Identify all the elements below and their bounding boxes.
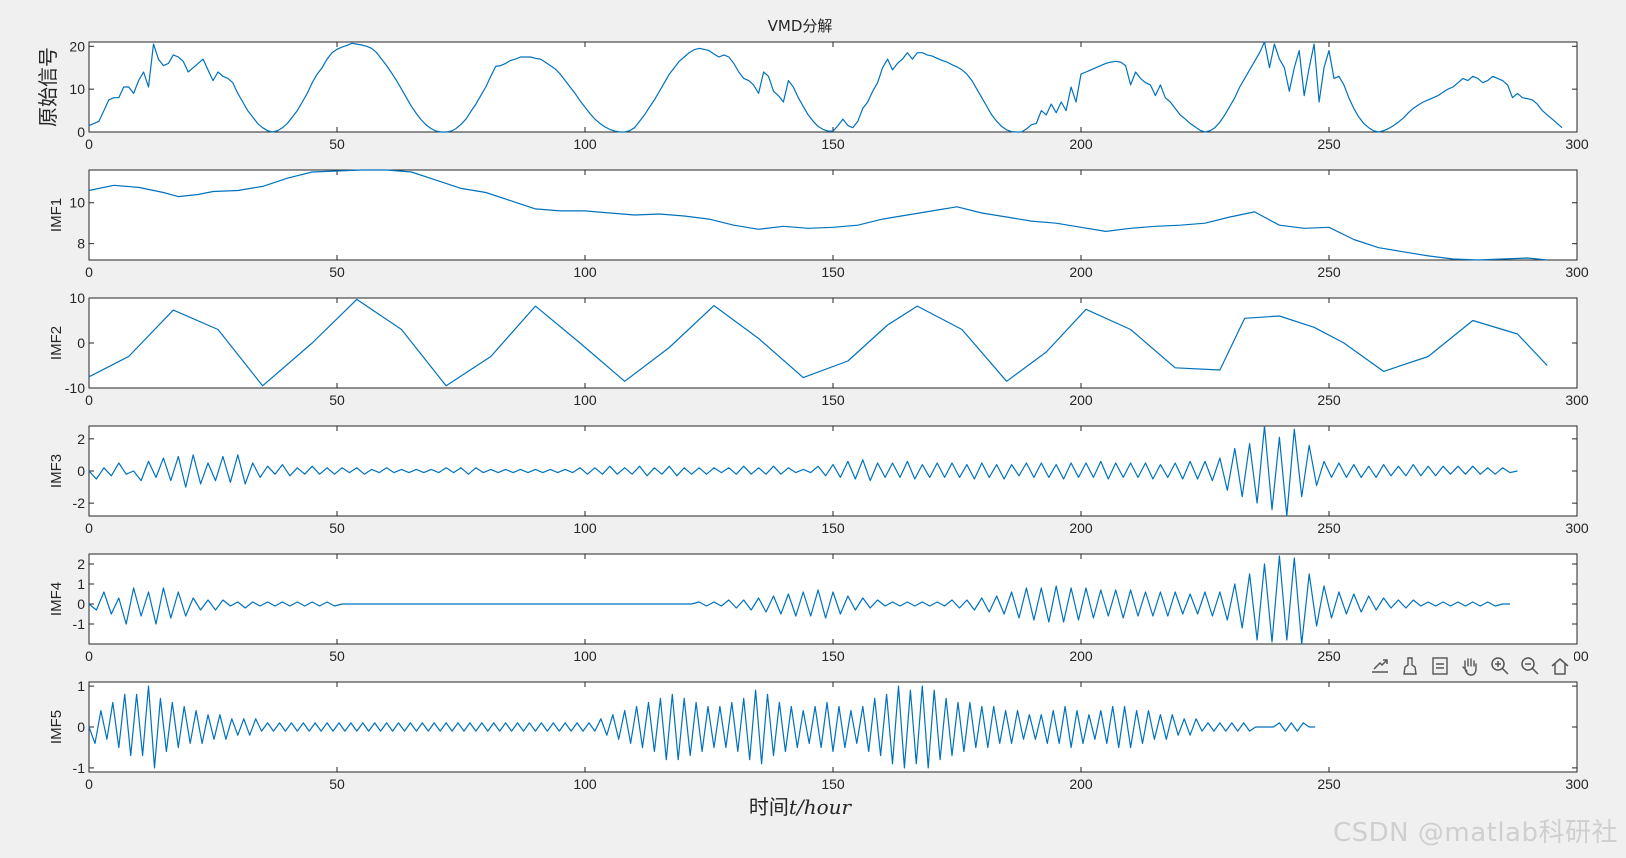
x-tick-label: 250 <box>1317 264 1341 280</box>
y-tick-label: 2 <box>77 431 85 447</box>
x-tick-label: 0 <box>85 264 93 280</box>
x-tick-label: 50 <box>329 520 345 536</box>
x-tick-label: 300 <box>1565 776 1589 792</box>
y-tick-label: 2 <box>77 556 85 572</box>
x-tick-label: 50 <box>329 392 345 408</box>
series-line-5 <box>88 555 1510 645</box>
x-tick-label: 200 <box>1069 392 1093 408</box>
plot-area-6 <box>88 681 1578 773</box>
y-tick-label: 0 <box>77 124 85 140</box>
subplot-1: 0 50 100 150 200 250 300 0 10 20 原始信号 <box>36 38 1589 152</box>
x-tick-label: 100 <box>573 264 597 280</box>
zoom-in-icon[interactable] <box>1486 652 1514 680</box>
series-line-2 <box>88 169 1548 261</box>
x-tick-label: 200 <box>1069 648 1093 664</box>
y-tick-label: 0 <box>77 335 85 351</box>
x-tick-label: 200 <box>1069 520 1093 536</box>
home-icon[interactable] <box>1546 652 1574 680</box>
y-tick-label: -1 <box>73 616 86 632</box>
series-line-1 <box>88 41 1563 133</box>
series-line-4 <box>88 425 1518 517</box>
x-tick-label: 250 <box>1317 520 1341 536</box>
y-tick-label: 1 <box>77 678 85 694</box>
y-axis-label: IMF3 <box>48 454 65 488</box>
figure-title: VMD分解 <box>768 17 833 35</box>
x-tick-label: 150 <box>821 392 845 408</box>
plot-area-1 <box>88 41 1578 133</box>
y-tick-label: 20 <box>69 38 85 54</box>
axes-toolbar <box>1366 651 1574 681</box>
x-tick-label: 150 <box>821 264 845 280</box>
y-tick-label: 0 <box>77 719 85 735</box>
x-tick-label: 300 <box>1565 136 1589 152</box>
x-tick-label: 200 <box>1069 776 1093 792</box>
x-tick-label: 250 <box>1317 776 1341 792</box>
plot-area-4 <box>88 425 1578 517</box>
x-axis-label-math: t/hour <box>789 795 853 819</box>
x-tick-label: 100 <box>573 776 597 792</box>
y-axis-label: IMF2 <box>48 326 65 360</box>
x-tick-label: 200 <box>1069 264 1093 280</box>
y-tick-label: 0 <box>77 463 85 479</box>
watermark: CSDN @matlab科研社 <box>1332 818 1618 848</box>
y-tick-label: 8 <box>77 236 85 252</box>
x-tick-label: 50 <box>329 648 345 664</box>
x-tick-label: 50 <box>329 264 345 280</box>
x-tick-label: 250 <box>1317 392 1341 408</box>
subplot-4: 0 50 100 150 200 250 300 -2 0 2 IMF3 <box>48 425 1589 536</box>
plot-area-2 <box>88 169 1578 261</box>
datatip-icon[interactable] <box>1426 652 1454 680</box>
x-tick-label: 300 <box>1565 392 1589 408</box>
x-tick-label: 150 <box>821 776 845 792</box>
series-line-6 <box>88 685 1316 769</box>
zoom-out-icon[interactable] <box>1516 652 1544 680</box>
x-tick-label: 100 <box>573 520 597 536</box>
x-axis-label: 时间t/hour <box>749 795 853 819</box>
x-tick-label: 250 <box>1317 136 1341 152</box>
export-icon[interactable] <box>1366 652 1394 680</box>
x-tick-label: 0 <box>85 392 93 408</box>
y-tick-label: 0 <box>77 596 85 612</box>
x-tick-label: 150 <box>821 648 845 664</box>
x-tick-label: 50 <box>329 136 345 152</box>
x-tick-label: 0 <box>85 776 93 792</box>
x-tick-label: 0 <box>85 136 93 152</box>
x-axis-label-prefix: 时间 <box>749 795 789 819</box>
y-tick-label: 10 <box>69 81 85 97</box>
x-tick-label: 0 <box>85 520 93 536</box>
x-tick-label: 0 <box>85 648 93 664</box>
x-tick-label: 150 <box>821 520 845 536</box>
y-tick-label: -1 <box>73 760 86 776</box>
y-tick-label: -2 <box>73 495 86 511</box>
plot-area-3 <box>88 297 1578 389</box>
x-tick-label: 100 <box>573 648 597 664</box>
x-tick-label: 300 <box>1565 520 1589 536</box>
y-tick-label: 10 <box>69 290 85 306</box>
series-line-3 <box>88 298 1548 387</box>
x-tick-label: 100 <box>573 392 597 408</box>
pan-hand-icon[interactable] <box>1456 652 1484 680</box>
x-tick-label: 300 <box>1565 264 1589 280</box>
y-tick-label: 10 <box>69 195 85 211</box>
plot-area-5 <box>88 553 1578 645</box>
y-tick-label: -10 <box>65 380 85 396</box>
y-axis-label: IMF1 <box>48 198 65 232</box>
x-tick-label: 250 <box>1317 648 1341 664</box>
y-axis-label: IMF5 <box>48 710 65 744</box>
x-tick-label: 150 <box>821 136 845 152</box>
y-axis-label: IMF4 <box>48 582 65 616</box>
x-tick-label: 200 <box>1069 136 1093 152</box>
brush-icon[interactable] <box>1396 652 1424 680</box>
y-tick-label: 1 <box>77 576 85 592</box>
y-axis-label: 原始信号 <box>36 47 60 127</box>
x-tick-label: 100 <box>573 136 597 152</box>
x-tick-label: 50 <box>329 776 345 792</box>
